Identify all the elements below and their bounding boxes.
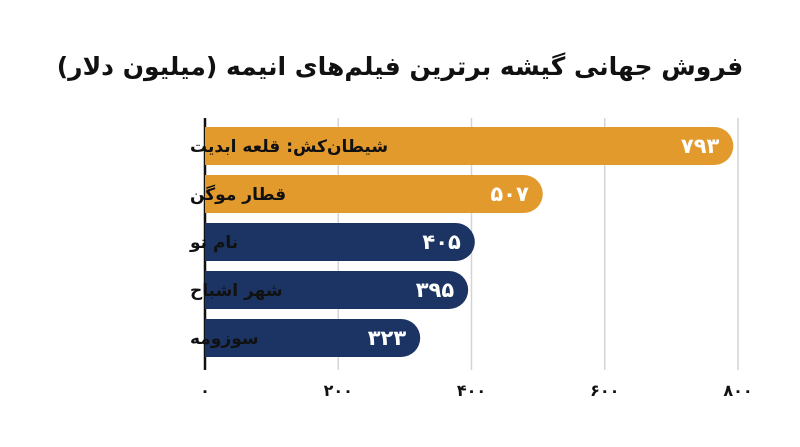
category-label: شهر اشباح [190, 281, 283, 301]
bar [205, 127, 734, 165]
bar-value-label: ۵۰۷ [490, 182, 529, 206]
category-labels: شیطان‌کش: قلعه ابدیت قطار موگن نام تو شهر ا… [189, 137, 388, 349]
x-axis-ticks: ۰ ۲۰۰ ۴۰۰ ۶۰۰ ۸۰۰ [200, 381, 753, 400]
bar-value-label: ۷۹۳ [681, 134, 720, 158]
bars: ۷۹۳ ۵۰۷ ۴۰۵ ۳۹۵ ۳۲۳ [205, 127, 734, 357]
category-label: سوزومه [190, 329, 259, 349]
x-tick-label: ۰ [200, 381, 210, 400]
bar [205, 319, 421, 357]
category-label: قطار موگن [190, 184, 286, 205]
x-tick-label: ۸۰۰ [723, 381, 752, 400]
chart-title: فروش جهانی گیشه برترین فیلم‌های انیمه (م… [56, 52, 744, 81]
x-tick-label: ۶۰۰ [590, 381, 619, 400]
category-label: شیطان‌کش: قلعه ابدیت [190, 137, 388, 157]
bar-value-label: ۳۲۳ [368, 326, 407, 350]
category-label: نام تو [189, 233, 238, 253]
bar-value-label: ۴۰۵ [422, 230, 461, 254]
bar [205, 271, 469, 309]
x-tick-label: ۴۰۰ [457, 381, 486, 400]
bar-value-label: ۳۹۵ [416, 278, 455, 302]
bar [205, 223, 475, 261]
x-tick-label: ۲۰۰ [324, 381, 353, 400]
bar [205, 175, 543, 213]
